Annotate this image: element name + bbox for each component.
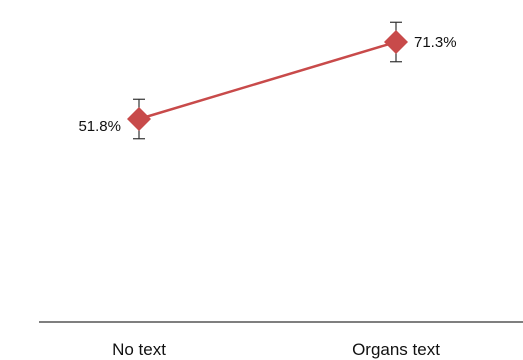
- series-line: [138, 40, 397, 121]
- data-label: 51.8%: [78, 118, 121, 135]
- data-point-marker: [384, 30, 408, 54]
- x-tick-label: No text: [112, 340, 166, 359]
- data-point-marker: [127, 107, 151, 131]
- data-labels: 51.8% 71.3%: [78, 34, 456, 135]
- markers: [127, 30, 408, 131]
- x-tick-labels: No text Organs text: [112, 340, 440, 359]
- data-label: 71.3%: [414, 34, 457, 51]
- x-tick-label: Organs text: [352, 340, 440, 359]
